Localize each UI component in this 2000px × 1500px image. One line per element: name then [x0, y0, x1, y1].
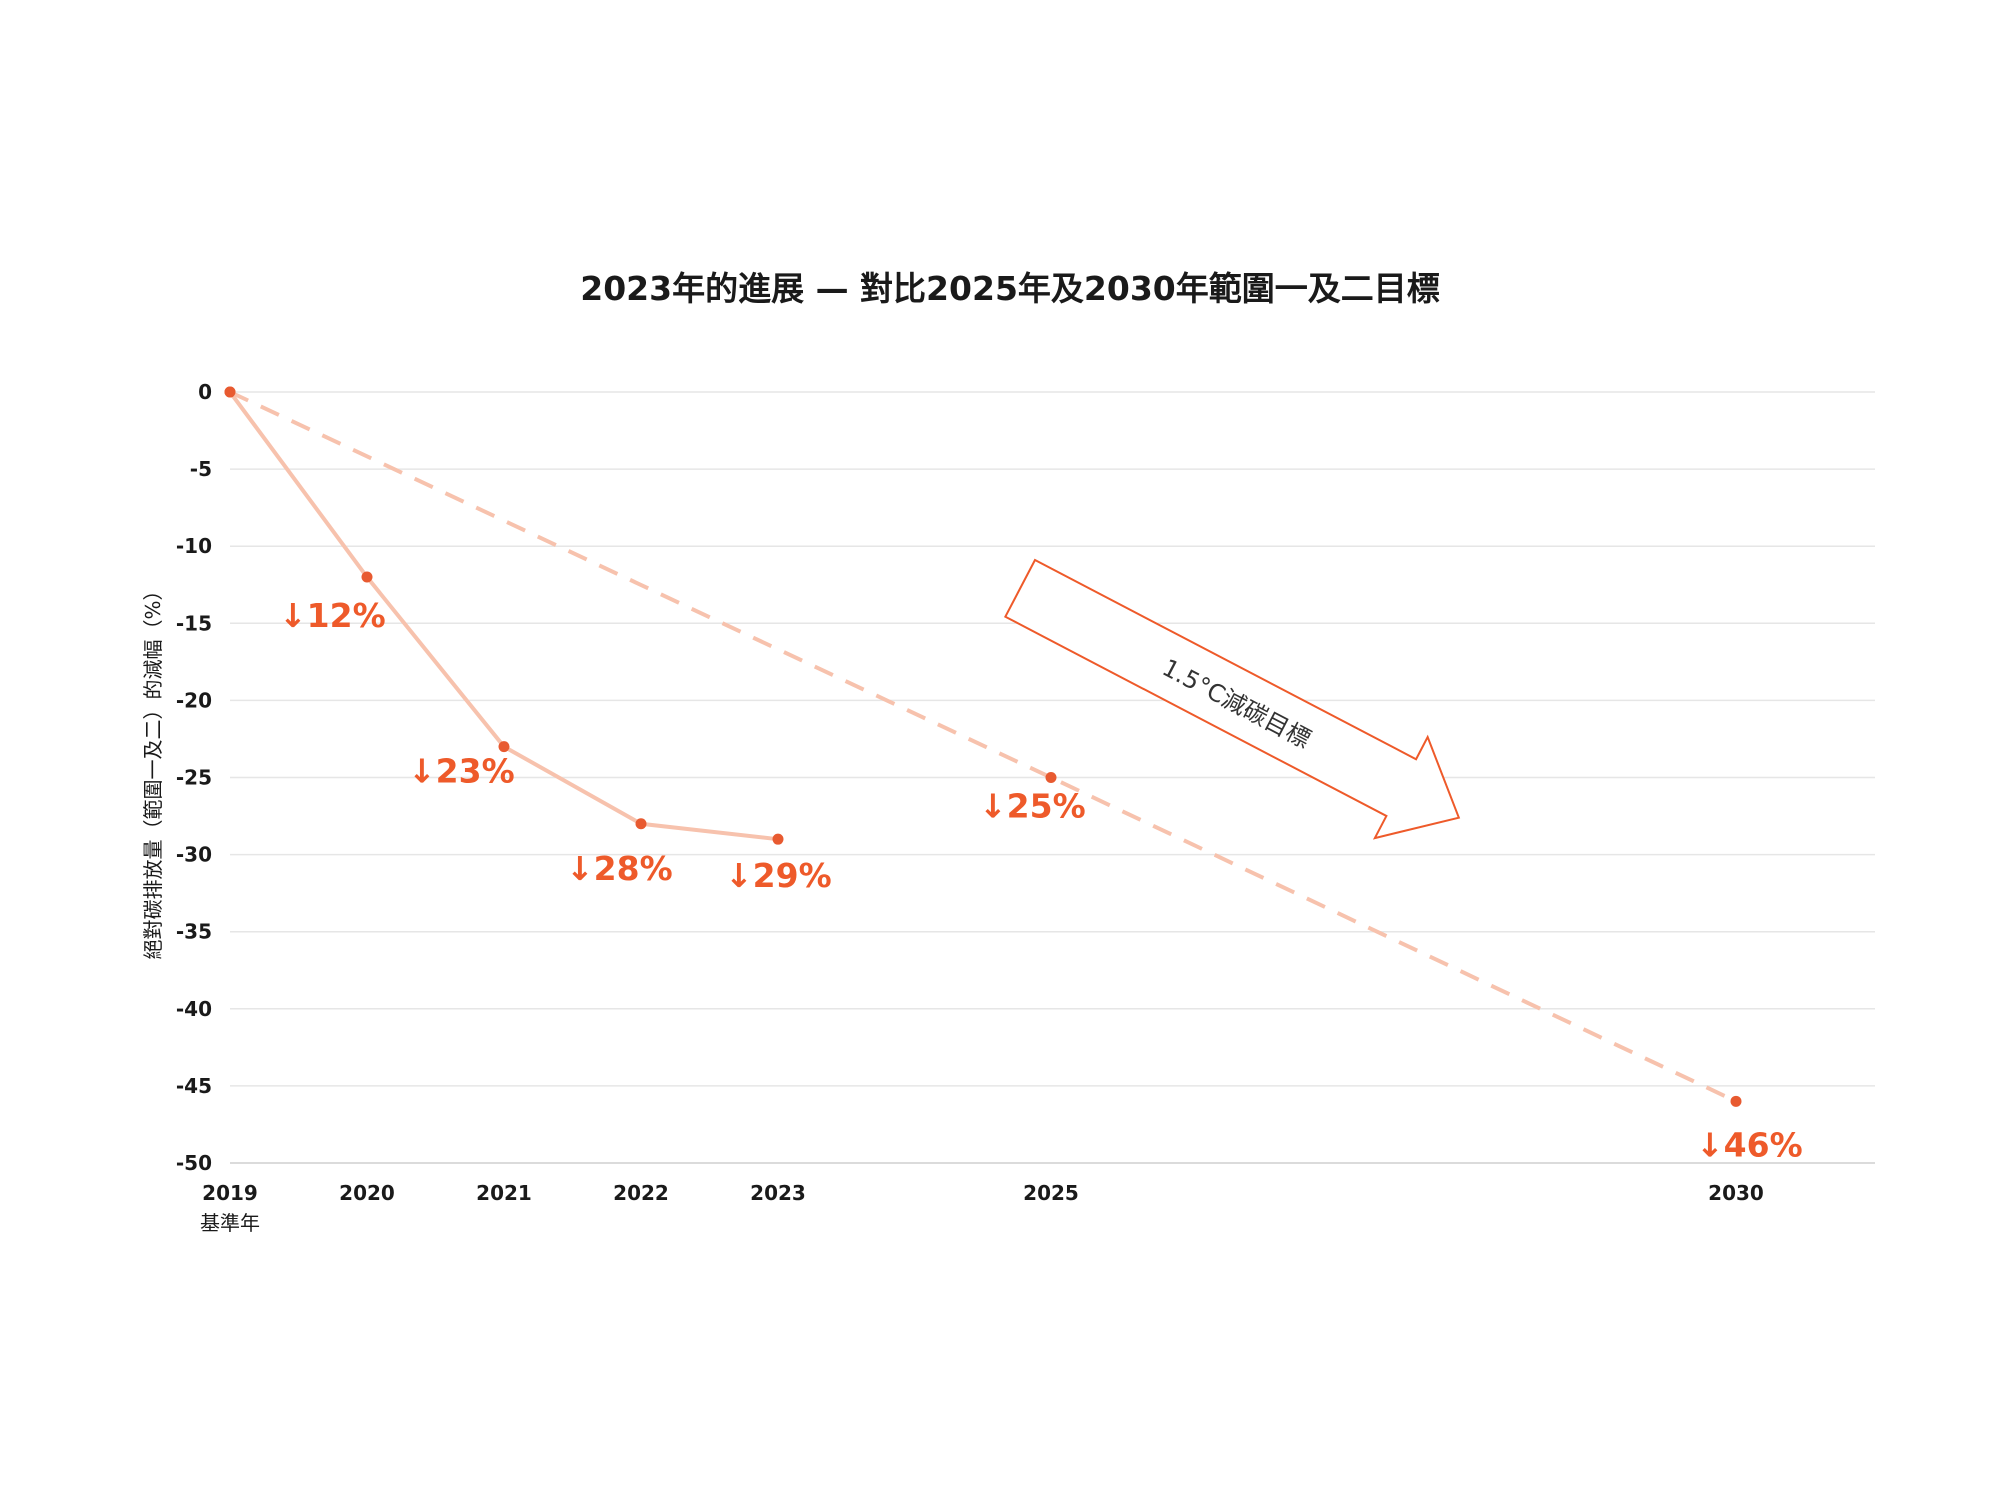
- data-point: [635, 818, 647, 830]
- y-tick-label: -30: [176, 843, 212, 867]
- y-tick-label: -50: [176, 1151, 212, 1175]
- data-label: ↓46%: [1696, 1125, 1803, 1164]
- x-tick-label: 2019: [202, 1181, 258, 1205]
- x-tick-label: 2025: [1023, 1181, 1079, 1205]
- data-label: ↓29%: [725, 856, 832, 895]
- arrow-shape: [1003, 558, 1461, 840]
- x-tick-label: 2021: [476, 1181, 532, 1205]
- x-tick-label: 2030: [1708, 1181, 1764, 1205]
- data-point: [361, 571, 373, 583]
- y-tick-label: -5: [190, 457, 212, 481]
- target-series-line: [229, 390, 1737, 1104]
- y-tick-label: -15: [176, 611, 212, 635]
- y-tick-label: -10: [176, 534, 212, 558]
- label-layer: ↓12% ↓23% ↓28% ↓29% ↓25% ↓46%: [279, 596, 1803, 1164]
- y-tick-label: -40: [176, 997, 212, 1021]
- series-layer: [224, 386, 1742, 1107]
- y-tick-label: -25: [176, 766, 212, 790]
- chart-title: 2023年的進展 — 對比2025年及2030年範圍一及二目標: [580, 269, 1440, 308]
- y-tick-label: -20: [176, 688, 212, 712]
- data-point: [224, 386, 236, 398]
- x-tick-label: 2020: [339, 1181, 395, 1205]
- y-axis-label: 絕對碳排放量（範圍一及二）的減幅（%）: [141, 580, 165, 959]
- data-label: ↓28%: [566, 849, 673, 888]
- data-label: ↓25%: [979, 787, 1086, 826]
- y-tick-label: -45: [176, 1074, 212, 1098]
- data-point: [1730, 1095, 1742, 1107]
- data-label: ↓23%: [408, 752, 515, 791]
- axis-layer: 0 -5 -10 -15 -20 -25 -30 -35 -40 -45 -50 2019 基準年 202…: [176, 380, 1764, 1235]
- y-tick-label: -35: [176, 920, 212, 944]
- data-label: ↓12%: [279, 596, 386, 635]
- x-tick-label: 2023: [750, 1181, 806, 1205]
- y-tick-label: 0: [198, 380, 212, 404]
- x-tick-label: 2022: [613, 1181, 669, 1205]
- data-point: [1045, 772, 1057, 783]
- data-point: [772, 833, 784, 845]
- data-point: [498, 741, 510, 753]
- x-tick-sublabel: 基準年: [200, 1211, 260, 1235]
